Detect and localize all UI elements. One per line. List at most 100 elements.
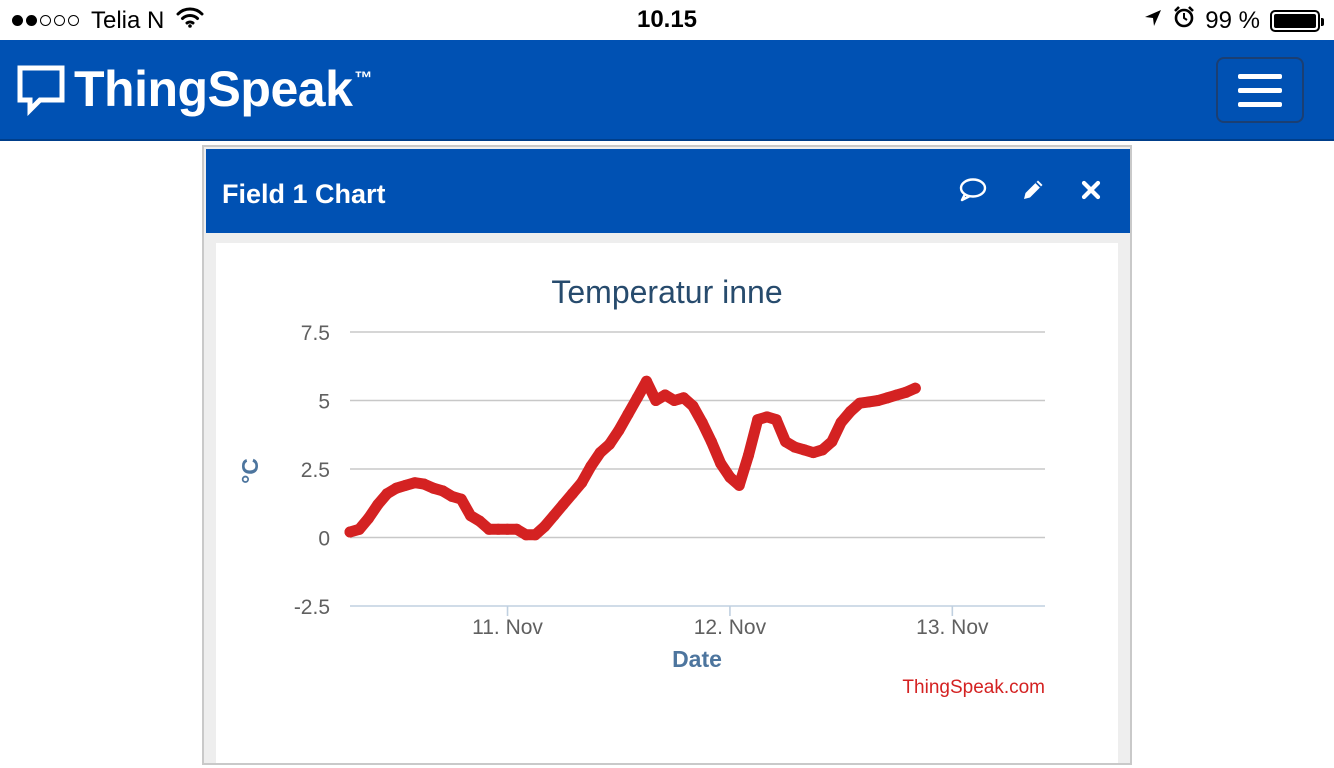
comment-icon[interactable]: [956, 173, 990, 207]
chart-container: Temperatur inne 7.5 5 2.5 0 -2.5 11. Nov 12. …: [216, 243, 1118, 763]
battery-icon: [1270, 9, 1324, 32]
y-tick-label: 2.5: [301, 459, 330, 482]
data-point[interactable]: [659, 389, 671, 401]
data-point[interactable]: [353, 523, 365, 535]
data-point[interactable]: [539, 521, 551, 532]
data-point[interactable]: [696, 416, 708, 428]
data-point[interactable]: [668, 395, 680, 406]
y-axis-label: °C: [237, 458, 263, 484]
series-group: [344, 375, 921, 541]
data-point[interactable]: [446, 490, 458, 502]
data-point[interactable]: [529, 529, 541, 541]
data-point[interactable]: [483, 523, 495, 535]
status-left: Telia N: [12, 6, 204, 35]
data-point[interactable]: [492, 523, 504, 535]
data-point[interactable]: [502, 523, 513, 535]
data-point[interactable]: [613, 425, 625, 437]
data-point[interactable]: [844, 406, 856, 417]
data-point[interactable]: [520, 529, 532, 541]
brand-logo[interactable]: ThingSpeak ™: [16, 64, 372, 121]
data-point[interactable]: [780, 436, 791, 448]
data-point[interactable]: [909, 382, 921, 394]
data-point[interactable]: [604, 438, 615, 450]
data-point[interactable]: [891, 389, 903, 401]
data-point[interactable]: [687, 400, 699, 412]
data-point[interactable]: [585, 460, 597, 472]
series-line: [344, 375, 921, 541]
x-tick-label: 11. Nov: [472, 616, 543, 639]
x-tick-label: 12. Nov: [694, 616, 767, 639]
wifi-icon: [176, 6, 204, 35]
data-point[interactable]: [743, 449, 754, 461]
status-bar: Telia N 10.15 99 %: [0, 0, 1334, 40]
data-point[interactable]: [835, 416, 847, 428]
x-axis-label: Date: [672, 646, 722, 672]
close-icon[interactable]: [1074, 173, 1108, 207]
data-point[interactable]: [418, 478, 430, 490]
y-tick-label: 5: [318, 391, 330, 414]
chart-gridlines: [350, 331, 1045, 607]
data-point[interactable]: [752, 414, 764, 426]
data-point[interactable]: [622, 408, 634, 420]
data-point[interactable]: [400, 479, 412, 491]
data-point[interactable]: [724, 471, 736, 483]
data-point[interactable]: [817, 444, 829, 456]
data-point[interactable]: [761, 411, 773, 423]
data-point[interactable]: [789, 441, 801, 453]
panel-title: Field 1 Chart: [222, 179, 386, 209]
carrier-name: Telia N: [91, 6, 165, 34]
top-navbar: ThingSpeak ™: [0, 40, 1334, 141]
data-point[interactable]: [594, 447, 606, 459]
panel-header: Field 1 Chart: [206, 149, 1130, 233]
data-point[interactable]: [344, 526, 356, 538]
data-point[interactable]: [807, 447, 819, 459]
data-point[interactable]: [455, 493, 467, 505]
x-axis-tick-labels: 11. Nov 12. Nov 13. Nov: [472, 606, 989, 639]
hamburger-menu-button[interactable]: [1216, 57, 1304, 123]
data-point[interactable]: [566, 488, 578, 500]
data-point[interactable]: [548, 510, 560, 522]
data-point[interactable]: [631, 392, 643, 404]
y-tick-label: 7.5: [301, 322, 330, 345]
brand-name: ThingSpeak: [74, 61, 353, 117]
data-point[interactable]: [733, 479, 745, 491]
data-point[interactable]: [798, 444, 810, 456]
y-tick-label: -2.5: [294, 596, 330, 619]
pencil-icon[interactable]: [1016, 173, 1050, 207]
data-point[interactable]: [678, 392, 690, 404]
data-point[interactable]: [427, 482, 439, 494]
temperature-line-chart: Temperatur inne 7.5 5 2.5 0 -2.5 11. Nov 12. …: [237, 274, 1045, 698]
y-tick-label: 0: [318, 528, 330, 551]
data-point[interactable]: [557, 499, 569, 511]
data-point[interactable]: [872, 395, 884, 406]
data-point[interactable]: [511, 523, 523, 535]
data-point[interactable]: [854, 397, 866, 409]
chart-panel: Field 1 Chart Temperatur inne 7.5 5 2.5 0 -2…: [202, 145, 1132, 765]
data-point[interactable]: [465, 510, 476, 522]
data-point[interactable]: [826, 436, 838, 448]
data-point[interactable]: [381, 488, 393, 500]
data-point[interactable]: [641, 375, 652, 387]
data-point[interactable]: [650, 395, 662, 406]
battery-percent: 99 %: [1205, 6, 1260, 34]
location-arrow-icon: [1143, 7, 1163, 35]
thingspeak-credit-link[interactable]: ThingSpeak.com: [902, 677, 1045, 698]
data-point[interactable]: [437, 485, 449, 497]
data-point[interactable]: [363, 512, 374, 524]
x-tick-label: 13. Nov: [916, 616, 989, 639]
data-point[interactable]: [409, 477, 421, 489]
brand-trademark: ™: [354, 68, 373, 88]
data-point[interactable]: [372, 499, 384, 511]
data-point[interactable]: [474, 515, 486, 527]
data-point[interactable]: [863, 396, 875, 408]
data-point[interactable]: [705, 436, 717, 448]
signal-strength-icon: [12, 15, 79, 26]
data-point[interactable]: [715, 458, 727, 469]
data-point[interactable]: [770, 414, 782, 426]
data-point[interactable]: [576, 477, 588, 489]
hamburger-menu-icon: [1238, 73, 1282, 79]
chart-title: Temperatur inne: [551, 274, 782, 310]
data-point[interactable]: [390, 482, 402, 494]
data-point[interactable]: [900, 386, 912, 398]
data-point[interactable]: [882, 392, 893, 404]
